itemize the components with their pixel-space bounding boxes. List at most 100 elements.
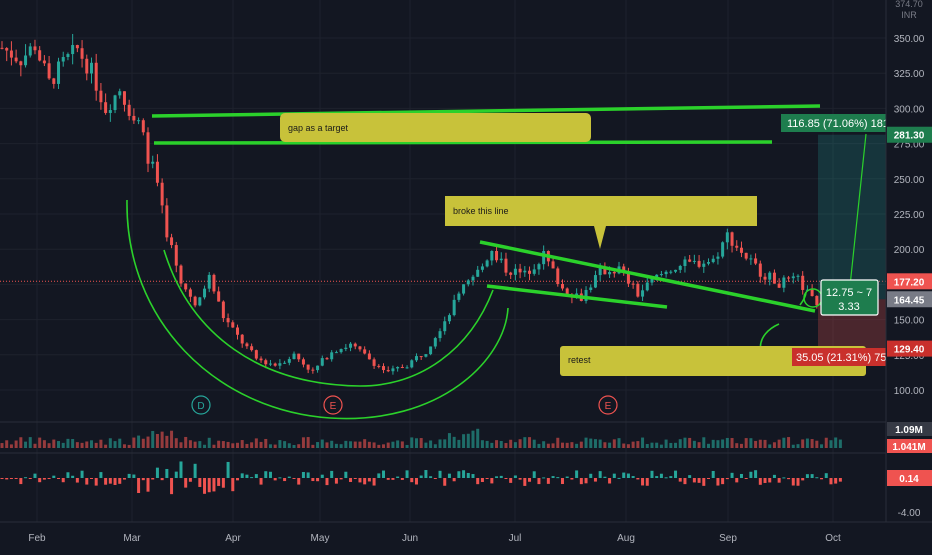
volume-bar bbox=[735, 443, 739, 448]
oscillator-bar bbox=[772, 474, 776, 478]
candle-body bbox=[744, 252, 748, 259]
volume-bar bbox=[551, 443, 555, 448]
candle-body bbox=[438, 331, 442, 339]
channel-support-line[interactable] bbox=[486, 284, 668, 309]
candle-body bbox=[513, 268, 517, 275]
volume-bar bbox=[122, 444, 126, 448]
marker-e1-circle[interactable] bbox=[323, 395, 343, 415]
oscillator-bar bbox=[447, 473, 451, 478]
callout-retest[interactable] bbox=[560, 346, 866, 376]
pattern-markers[interactable]: D E E bbox=[191, 395, 618, 415]
oscillator-bar bbox=[603, 476, 607, 478]
oscillator-bar bbox=[283, 478, 287, 482]
candle-body bbox=[772, 272, 776, 284]
callout-broke-line[interactable] bbox=[445, 196, 757, 249]
time-axis[interactable]: Feb Mar Apr May Jun Jul Aug Sep Oct bbox=[0, 521, 932, 544]
volume-bar bbox=[537, 443, 541, 448]
volume-bar bbox=[829, 440, 833, 448]
volume-bar bbox=[231, 443, 235, 448]
oscillator-bar bbox=[75, 478, 79, 483]
descending-trendline[interactable] bbox=[479, 240, 816, 313]
oscillator-bar bbox=[104, 478, 108, 485]
volume-bar bbox=[603, 442, 607, 448]
oscillator-bar bbox=[292, 478, 296, 479]
oscillator-bar bbox=[608, 478, 612, 484]
candle-body bbox=[495, 251, 499, 261]
oscillator-bar bbox=[316, 478, 320, 482]
volume-bar bbox=[254, 438, 258, 448]
oscillator-bar bbox=[47, 478, 51, 479]
oscillator-bar bbox=[438, 470, 442, 478]
oscillator-bar bbox=[137, 478, 141, 494]
candle-body bbox=[645, 282, 649, 291]
oscillator-bar bbox=[89, 478, 93, 479]
volume-bar bbox=[730, 438, 734, 448]
oscillator-bar bbox=[320, 474, 324, 478]
oscillator-bar bbox=[118, 478, 122, 484]
candle-body bbox=[664, 271, 668, 275]
risk-reward-box[interactable] bbox=[820, 279, 879, 316]
candle-body bbox=[433, 338, 437, 347]
candle-body bbox=[725, 232, 729, 243]
text-callouts[interactable]: gap as a target broke this line retest bbox=[280, 113, 866, 376]
oscillator-bar bbox=[245, 474, 249, 478]
volume-bar bbox=[556, 437, 560, 448]
oscillator-bar bbox=[127, 473, 131, 478]
outer-cup-curve[interactable] bbox=[126, 199, 509, 420]
oscillator-bar bbox=[532, 471, 536, 478]
candle-body bbox=[339, 349, 343, 353]
volume-bar bbox=[452, 436, 456, 448]
oscillator-bar bbox=[754, 470, 758, 478]
candle-body bbox=[146, 132, 150, 164]
lower-gap-line[interactable] bbox=[153, 140, 773, 145]
oscillator-bar bbox=[66, 472, 70, 478]
volume-bar bbox=[504, 443, 508, 448]
candle-body bbox=[476, 269, 480, 277]
candle-body bbox=[113, 95, 117, 111]
volume-bar bbox=[678, 439, 682, 448]
volume-bar bbox=[268, 444, 272, 448]
candle-body bbox=[537, 264, 541, 270]
oscillator-bar bbox=[560, 478, 564, 485]
candle-body bbox=[707, 262, 710, 264]
oscillator-bar bbox=[344, 471, 348, 478]
trend-drawings[interactable] bbox=[126, 104, 867, 420]
oscillator-bar bbox=[452, 478, 456, 482]
candle-body bbox=[787, 277, 791, 279]
candle-body bbox=[730, 232, 734, 246]
upper-gap-line[interactable] bbox=[151, 104, 821, 118]
oscillator-bar bbox=[38, 478, 42, 483]
price-level-box bbox=[887, 273, 932, 290]
target-zone[interactable] bbox=[818, 134, 886, 300]
oscillator-bar bbox=[24, 477, 28, 479]
inner-cup-curve[interactable] bbox=[163, 249, 494, 387]
long-position-zone[interactable] bbox=[818, 134, 886, 349]
price-axis[interactable]: 374.70 INR 100.00125.00150.00175.00200.0… bbox=[885, 0, 932, 522]
oscillator-bar bbox=[730, 472, 734, 478]
marker-e2-circle[interactable] bbox=[598, 395, 618, 415]
candle-body bbox=[188, 289, 192, 297]
volume-bar bbox=[631, 441, 635, 448]
projection-line[interactable] bbox=[849, 133, 867, 287]
volume-bar bbox=[560, 442, 564, 448]
grid-lines bbox=[0, 0, 886, 522]
volume-bar bbox=[118, 438, 122, 448]
candle-body bbox=[52, 78, 56, 84]
volume-bar bbox=[424, 442, 428, 448]
volume-bar bbox=[758, 439, 762, 448]
position-labels[interactable]: 116.85 (71.06%) 181 35.05 (21.31%) 754 1… bbox=[781, 114, 893, 366]
oscillator-bar bbox=[170, 478, 174, 495]
oscillator-bar bbox=[664, 477, 668, 479]
volume-bar bbox=[490, 442, 494, 448]
price-candles bbox=[0, 33, 842, 375]
target-stat-box[interactable] bbox=[781, 114, 889, 132]
candle-body bbox=[184, 283, 188, 290]
oscillator-bar bbox=[787, 478, 791, 480]
volume-bar bbox=[645, 444, 649, 448]
volume-bar bbox=[80, 442, 84, 448]
stop-stat-box[interactable] bbox=[792, 348, 889, 366]
marker-d-circle[interactable] bbox=[191, 395, 211, 415]
oscillator-bar bbox=[725, 478, 729, 480]
callout-gap-target[interactable] bbox=[280, 113, 591, 142]
candle-body bbox=[758, 263, 762, 277]
